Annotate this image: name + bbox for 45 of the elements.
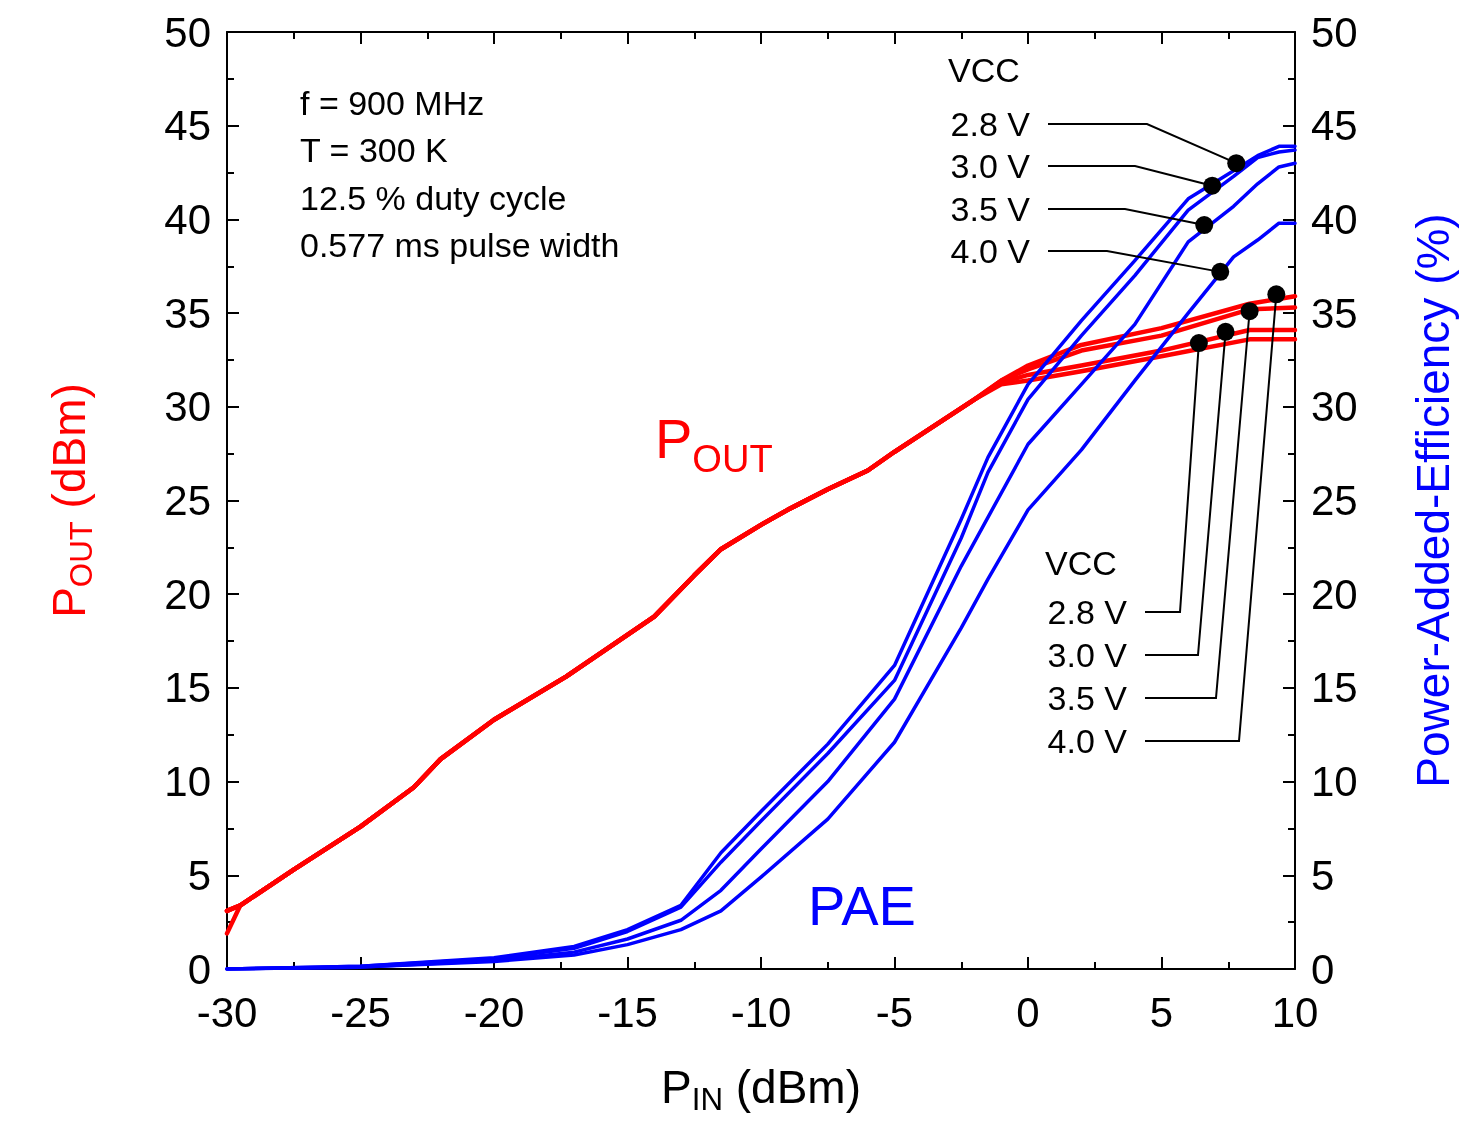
y-tick-label: 10	[164, 758, 211, 806]
annotation: 12.5 % duty cycle	[300, 179, 567, 217]
annotation: T = 300 K	[300, 131, 449, 169]
y2-tick-label: 25	[1311, 477, 1358, 524]
annotation: PAE	[808, 874, 916, 937]
x-tick-label: 5	[1149, 988, 1174, 1036]
x-tick-label: -10	[730, 988, 792, 1036]
x-tick-label: -20	[463, 988, 525, 1036]
annotation: 3.5 V	[950, 190, 1031, 228]
y-tick-label: 25	[164, 477, 211, 524]
annotation: 4.0 V	[950, 232, 1031, 270]
y2-tick-label: 10	[1311, 758, 1358, 806]
annotation: VCC	[948, 51, 1020, 89]
x-tick-label: -5	[875, 988, 914, 1036]
y2-tick-label: 5	[1311, 851, 1335, 899]
y2-tick-label: 50	[1311, 8, 1358, 56]
y2-tick-label: 45	[1311, 102, 1358, 150]
annotation: 3.0 V	[950, 147, 1031, 185]
y-tick-label: 40	[164, 195, 211, 243]
annotation: 4.0 V	[1047, 722, 1128, 760]
annotation: P$_{OUT}$	[655, 407, 773, 481]
x-tick-label: -25	[330, 988, 391, 1036]
x-tick-label: 0	[1016, 988, 1040, 1036]
y-tick-label: 15	[164, 664, 211, 712]
annotation: 3.0 V	[1047, 636, 1128, 674]
x-tick-label: -15	[597, 988, 658, 1036]
y2-axis-title: Power-Added-Efficiency (%)	[1407, 213, 1459, 788]
y-tick-label: 20	[164, 570, 211, 618]
y2-tick-label: 35	[1311, 289, 1358, 337]
y2-tick-label: 20	[1311, 570, 1358, 618]
y-tick-label: 30	[164, 383, 211, 431]
annotation: VCC	[1045, 544, 1117, 582]
annotation: 0.577 ms pulse width	[300, 226, 620, 264]
annotation: f = 900 MHz	[300, 84, 485, 122]
y-axis-title: POUT (dBm)	[42, 383, 99, 618]
y2-tick-label: 40	[1311, 195, 1358, 243]
y-tick-label: 35	[164, 289, 211, 337]
annotation: 2.8 V	[950, 105, 1031, 143]
annotation: 2.8 V	[1047, 593, 1128, 631]
annotation: 3.5 V	[1047, 679, 1128, 717]
y-tick-label: 5	[187, 851, 211, 899]
y-tick-label: 50	[164, 8, 211, 56]
y-tick-label: 45	[164, 102, 211, 150]
y2-tick-label: 15	[1311, 664, 1358, 712]
y2-tick-label: 30	[1311, 383, 1358, 431]
